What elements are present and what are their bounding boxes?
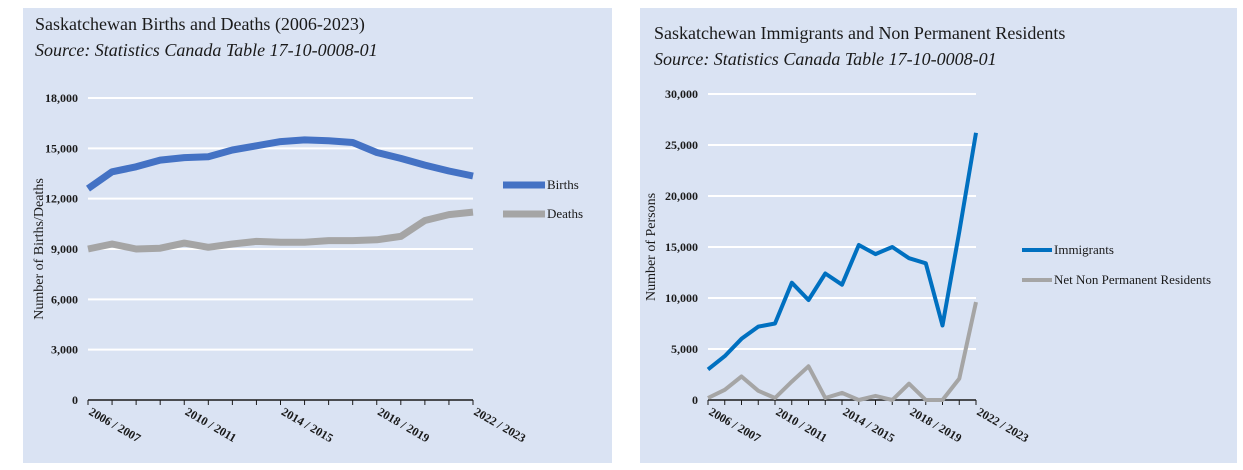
x-tick-label: 2022 / 2023: [975, 404, 1032, 445]
immigrants-chart-panel: Saskatchewan Immigrants and Non Permanen…: [640, 8, 1237, 463]
x-tick-label: 2018 / 2019: [908, 404, 965, 445]
x-tick-label: 2022 / 2023: [472, 404, 529, 445]
y-tick-label: 3,000: [51, 343, 78, 357]
x-tick-label: 2014 / 2015: [841, 404, 898, 445]
y-tick-label: 25,000: [665, 138, 698, 152]
x-tick-label: 2006 / 2007: [87, 404, 144, 445]
chart-subtitle: Source: Statistics Canada Table 17-10-00…: [654, 49, 997, 69]
chart-subtitle: Source: Statistics Canada Table 17-10-00…: [35, 40, 378, 60]
x-tick-label: 2010 / 2011: [774, 404, 830, 444]
legend-label: Immigrants: [1054, 242, 1114, 257]
legend-label: Births: [547, 177, 579, 192]
y-tick-label: 9,000: [51, 242, 78, 256]
y-tick-label: 10,000: [665, 291, 698, 305]
legend-label: Deaths: [547, 206, 583, 221]
y-tick-label: 18,000: [45, 91, 78, 105]
y-tick-label: 12,000: [45, 192, 78, 206]
y-tick-label: 20,000: [665, 189, 698, 203]
series-line-deaths: [87, 208, 474, 253]
series-line-births: [85, 136, 474, 192]
y-axis-label: Number of Births/Deaths: [32, 178, 47, 320]
series-line-net-non-permanent-residents: [707, 301, 978, 402]
x-tick-label: 2018 / 2019: [375, 404, 432, 445]
chart-title: Saskatchewan Births and Deaths (2006-202…: [35, 14, 365, 34]
births-deaths-line-chart: 0 3,000 6,000 9,000 12,000 15,000 18,000 2006 /…: [32, 91, 583, 445]
y-tick-label: 0: [692, 393, 698, 407]
y-tick-label: 6,000: [51, 292, 78, 306]
x-tick-label: 2010 / 2011: [183, 404, 239, 444]
x-tick-label: 2006 / 2007: [707, 404, 764, 445]
y-tick-label: 15,000: [665, 240, 698, 254]
y-axis-label: Number of Persons: [644, 193, 659, 301]
y-tick-label: 0: [72, 393, 78, 407]
y-tick-label: 15,000: [45, 141, 78, 155]
x-tick-label: 2014 / 2015: [279, 404, 336, 445]
chart-title: Saskatchewan Immigrants and Non Permanen…: [654, 23, 1066, 43]
series-line-immigrants: [706, 132, 978, 371]
births-deaths-chart-panel: Saskatchewan Births and Deaths (2006-202…: [23, 8, 612, 463]
y-tick-label: 5,000: [671, 342, 698, 356]
immigrants-line-chart: 0 5,000 10,000 15,000 20,000 25,000 30,000 2006…: [644, 87, 1211, 445]
legend-label: Net Non Permanent Residents: [1054, 272, 1211, 287]
y-tick-label: 30,000: [665, 87, 698, 101]
